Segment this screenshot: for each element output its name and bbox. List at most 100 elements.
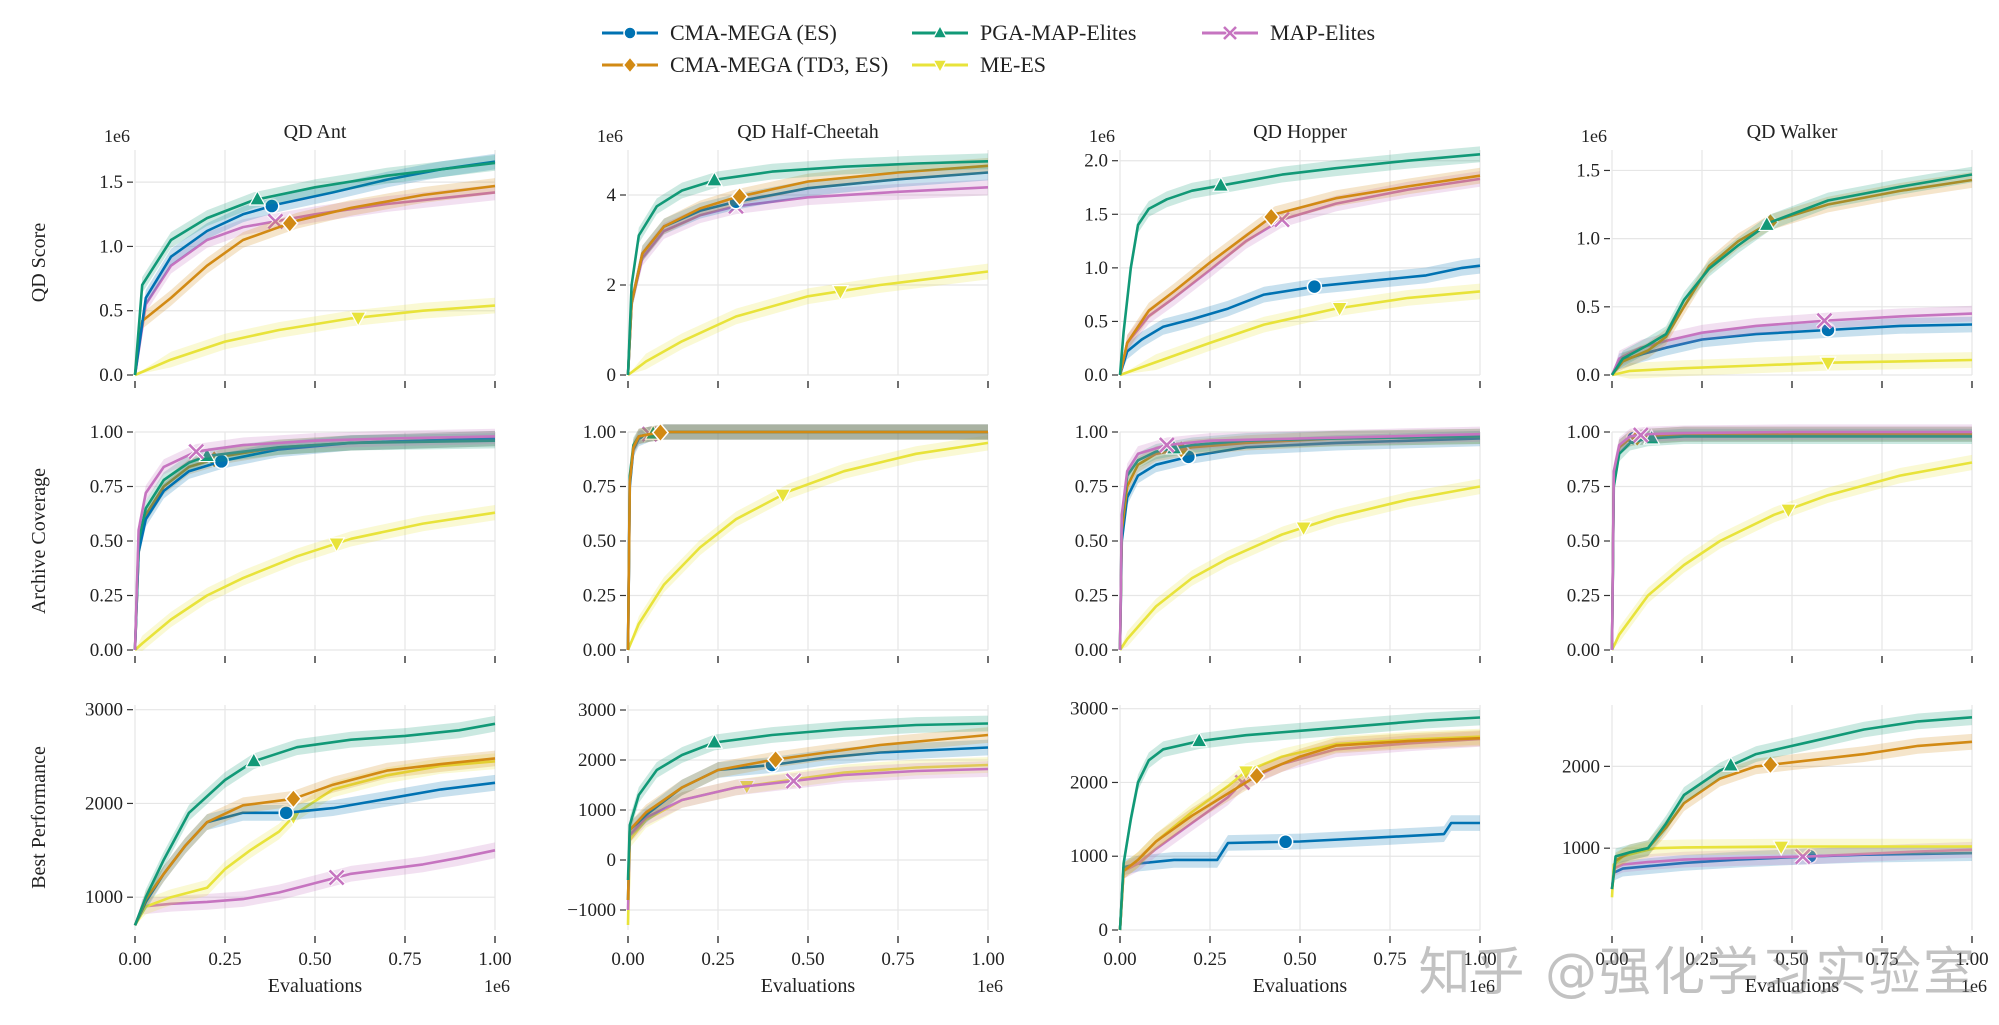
series-line-cma-mega-es bbox=[1118, 264, 1481, 376]
panel-title: QD Half-Cheetah bbox=[737, 121, 879, 143]
y-multiplier: 1e6 bbox=[104, 126, 130, 146]
series-line-pga bbox=[1610, 716, 1973, 890]
series-band-cma-mega-es bbox=[1120, 257, 1480, 375]
x-tick-label: 0.75 bbox=[1865, 949, 1898, 970]
series-marker-cma-mega-es bbox=[264, 198, 280, 214]
legend-item-pga: PGA-MAP-Elites bbox=[910, 18, 1136, 48]
chart-panel: 0.0 0.5 1.0 1.5 QD Walker 1e6 bbox=[1576, 121, 1973, 388]
series-line-me-es bbox=[1119, 290, 1481, 377]
series-line-me-es bbox=[134, 511, 496, 651]
series-marker-cma-mega-td3 bbox=[1248, 765, 1266, 787]
series-line-me-es bbox=[627, 270, 989, 377]
y-tick-label: 1.00 bbox=[90, 422, 123, 443]
y-tick-label: 0.5 bbox=[99, 301, 123, 322]
x-axis-label: Evaluations bbox=[1253, 975, 1348, 997]
series-line-map-elites bbox=[1118, 177, 1481, 376]
series-line-cma-mega-td3 bbox=[133, 184, 496, 376]
y-tick-label: 0.75 bbox=[90, 477, 123, 498]
series-band-cma-mega-td3 bbox=[1612, 733, 1972, 890]
legend-marker bbox=[623, 26, 637, 40]
series-marker-map-elites bbox=[785, 772, 803, 790]
chart-panel: 0.00 0.25 0.50 0.75 1.00 bbox=[1075, 422, 1481, 663]
series-marker-cma-mega-es bbox=[1277, 834, 1294, 850]
series-band-pga bbox=[1612, 166, 1972, 375]
series-marker-pga bbox=[245, 751, 263, 768]
panel-title: QD Ant bbox=[284, 121, 347, 143]
y-multiplier: 1e6 bbox=[1581, 126, 1607, 146]
series-line-pga bbox=[626, 160, 989, 376]
series-marker-me-es bbox=[1779, 503, 1798, 520]
x-tick-label: 0.50 bbox=[791, 949, 824, 970]
series-marker-map-elites bbox=[328, 868, 346, 887]
series-marker-pga bbox=[1212, 175, 1230, 192]
legend-item-cma-mega-td3: CMA-MEGA (TD3, ES) bbox=[600, 50, 888, 80]
y-tick-label: 1.0 bbox=[1576, 229, 1600, 250]
series-band-me-es bbox=[1612, 454, 1972, 650]
chart-panel: 1000 2000 3000 0.00 0.25 0.50 0.75 1.00 Best Per… bbox=[28, 700, 512, 997]
y-tick-label: 0.50 bbox=[583, 531, 616, 552]
y-tick-label: 1.00 bbox=[1075, 422, 1108, 443]
series-band-me-es bbox=[628, 435, 988, 650]
series-band-me-es bbox=[1120, 478, 1480, 650]
series-marker-pga bbox=[1758, 215, 1776, 232]
chart-panel: 0 2 4 QD Half-Cheetah 1e6 bbox=[597, 121, 989, 388]
x-tick-label: 0.00 bbox=[1595, 949, 1628, 970]
series-line-cma-mega-td3 bbox=[1610, 178, 1973, 376]
series-band-pga bbox=[135, 715, 495, 926]
y-tick-label: 0.75 bbox=[1075, 477, 1108, 498]
series-band-cma-mega-td3 bbox=[1612, 172, 1972, 375]
x-tick-label: 0.25 bbox=[1685, 949, 1718, 970]
x-tick-label: 0.50 bbox=[1775, 949, 1808, 970]
y-tick-label: 2.0 bbox=[1084, 151, 1108, 172]
series-band-me-es bbox=[135, 753, 495, 926]
y-tick-label: 0.25 bbox=[1075, 586, 1108, 607]
series-line-map-elites bbox=[133, 191, 496, 376]
x-tick-label: 1.00 bbox=[1463, 949, 1496, 970]
series-marker-me-es bbox=[1237, 765, 1255, 782]
chart-panel: 0.00 0.25 0.50 0.75 1.00 bbox=[1567, 422, 1973, 663]
series-band-cma-mega-es bbox=[1120, 815, 1480, 930]
y-tick-label: 1.0 bbox=[99, 236, 123, 257]
y-tick-label: 0.75 bbox=[583, 477, 616, 498]
y-tick-label: 0.0 bbox=[1084, 365, 1108, 386]
series-marker-cma-mega-td3 bbox=[651, 422, 670, 443]
y-tick-label: 1.5 bbox=[1576, 160, 1600, 181]
legend-marker bbox=[1222, 25, 1238, 41]
y-tick-label: 2000 bbox=[578, 750, 616, 771]
series-line-cma-mega-td3 bbox=[626, 164, 989, 376]
y-tick-label: 0.25 bbox=[1567, 586, 1600, 607]
y-tick-label: 2000 bbox=[1070, 772, 1108, 793]
y-tick-label: 0.25 bbox=[583, 586, 616, 607]
y-tick-label: 0 bbox=[607, 850, 617, 871]
series-marker-cma-mega-td3 bbox=[1761, 754, 1780, 775]
chart-panel: 0.00 0.25 0.50 0.75 1.00 Archive Coverage bbox=[28, 422, 496, 663]
legend-swatch bbox=[1202, 25, 1258, 41]
x-multiplier: 1e6 bbox=[484, 976, 510, 996]
series-band-map-elites bbox=[628, 761, 988, 910]
y-tick-label: 1000 bbox=[578, 800, 616, 821]
series-band-map-elites bbox=[1120, 171, 1480, 375]
legend-label: CMA-MEGA (TD3, ES) bbox=[670, 52, 889, 77]
series-marker-cma-mega-td3 bbox=[281, 213, 299, 234]
series-band-me-es bbox=[135, 505, 495, 652]
x-tick-label: 0.00 bbox=[118, 949, 151, 970]
y-tick-label: 0 bbox=[1099, 920, 1109, 941]
series-marker-cma-mega-td3 bbox=[284, 788, 303, 810]
series-line-me-es bbox=[1611, 358, 1973, 377]
panel-title: QD Walker bbox=[1747, 121, 1838, 143]
y-tick-label: 4 bbox=[607, 185, 617, 206]
y-tick-label: 0 bbox=[607, 365, 617, 386]
series-marker-map-elites bbox=[1815, 312, 1833, 330]
y-tick-label: −1000 bbox=[567, 900, 616, 921]
x-tick-label: 0.50 bbox=[298, 949, 331, 970]
y-tick-label: 0.75 bbox=[1567, 477, 1600, 498]
series-marker-map-elites bbox=[1158, 436, 1176, 454]
series-marker-me-es bbox=[1772, 840, 1790, 857]
y-axis-label: QD Score bbox=[28, 223, 50, 303]
y-tick-label: 2000 bbox=[1562, 756, 1600, 777]
x-tick-label: 0.25 bbox=[1193, 949, 1226, 970]
series-line-map-elites bbox=[133, 849, 496, 926]
series-marker-me-es bbox=[1294, 521, 1313, 538]
series-line-cma-mega-td3 bbox=[133, 757, 496, 926]
panel-title: QD Hopper bbox=[1253, 121, 1347, 143]
